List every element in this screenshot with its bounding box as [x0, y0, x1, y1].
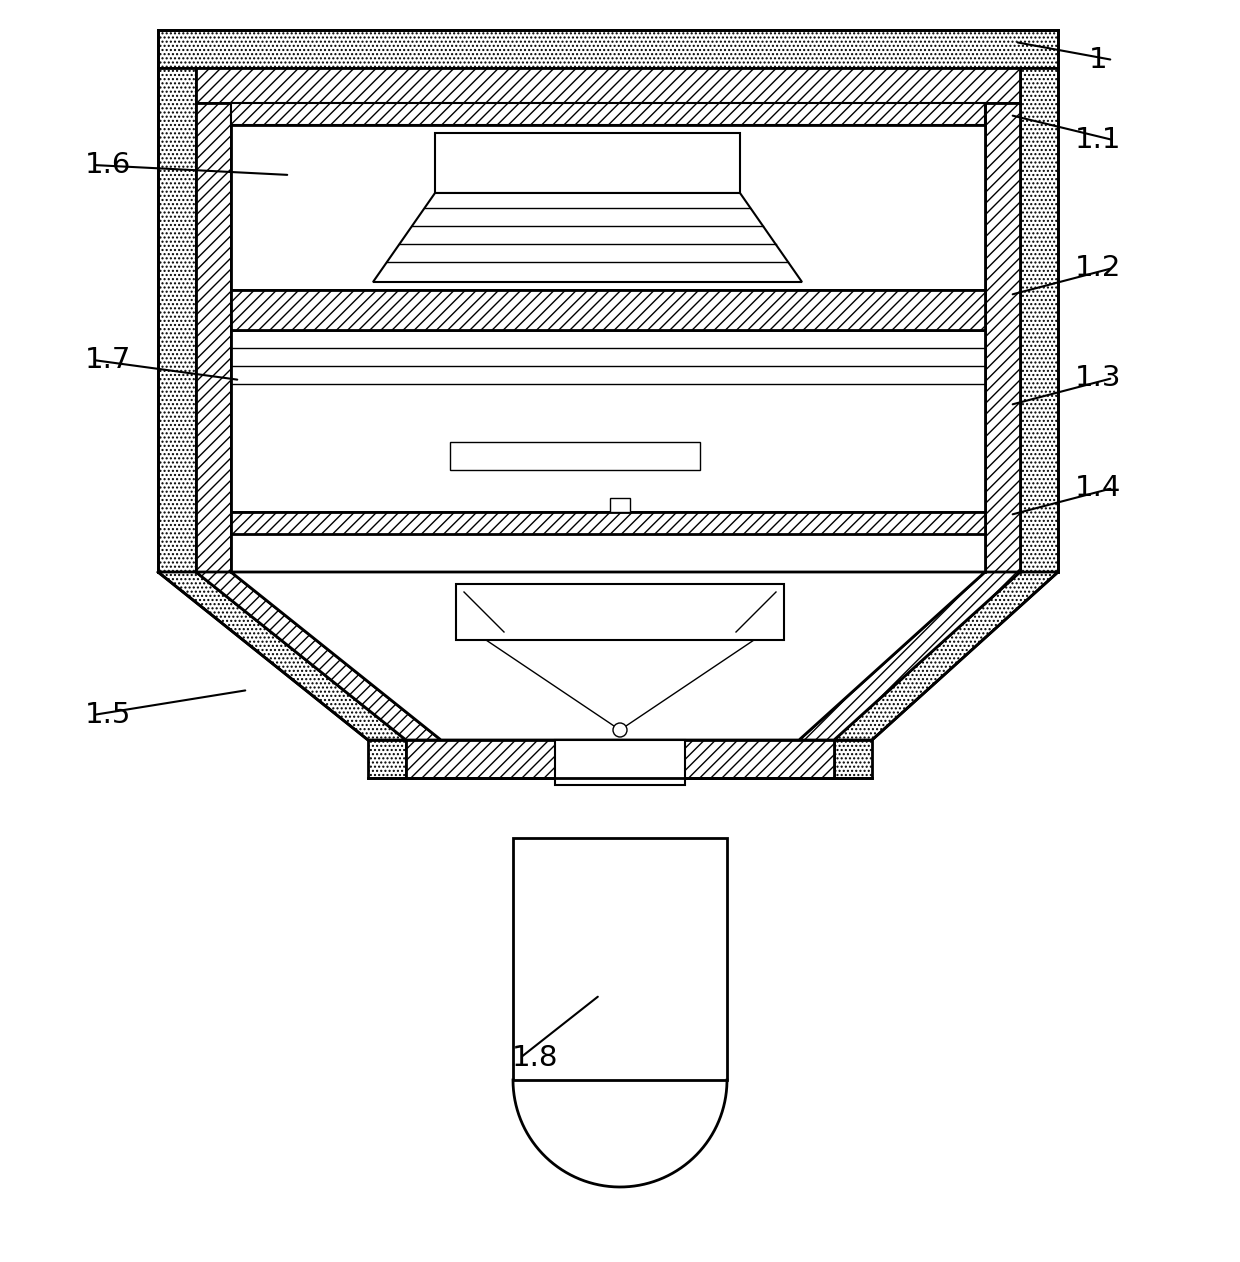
Text: 1.6: 1.6	[84, 151, 131, 179]
Polygon shape	[835, 572, 1058, 740]
Bar	[450, 442, 701, 469]
Polygon shape	[373, 193, 802, 281]
Text: 1.4: 1.4	[1075, 475, 1121, 502]
Text: 1: 1	[1089, 45, 1107, 74]
Bar	[405, 740, 835, 777]
Bar	[556, 740, 684, 785]
Polygon shape	[196, 572, 441, 740]
Bar	[405, 740, 835, 777]
Bar	[231, 103, 985, 125]
Text: 1.1: 1.1	[1075, 126, 1121, 154]
Polygon shape	[231, 572, 985, 740]
Bar	[513, 838, 727, 1080]
Text: 1.2: 1.2	[1075, 254, 1121, 281]
Bar	[196, 103, 231, 572]
Bar	[441, 740, 799, 777]
Bar	[456, 584, 784, 640]
Bar	[196, 68, 1021, 103]
Bar	[231, 125, 985, 290]
Bar	[231, 290, 985, 329]
Polygon shape	[513, 1080, 727, 1188]
Bar	[231, 512, 985, 534]
Bar	[985, 103, 1021, 572]
Bar	[1021, 68, 1058, 572]
Text: 1.7: 1.7	[84, 346, 131, 374]
Polygon shape	[799, 572, 1021, 740]
Circle shape	[613, 723, 627, 737]
Bar	[610, 498, 630, 512]
Bar	[157, 30, 1058, 68]
Bar	[157, 68, 196, 572]
Bar	[435, 133, 740, 193]
Bar	[231, 329, 985, 512]
Text: 1.8: 1.8	[512, 1044, 558, 1071]
Text: 1.3: 1.3	[1075, 363, 1121, 392]
Bar	[231, 103, 985, 572]
Polygon shape	[157, 572, 405, 740]
Bar	[368, 740, 872, 777]
Text: 1.5: 1.5	[84, 700, 131, 729]
